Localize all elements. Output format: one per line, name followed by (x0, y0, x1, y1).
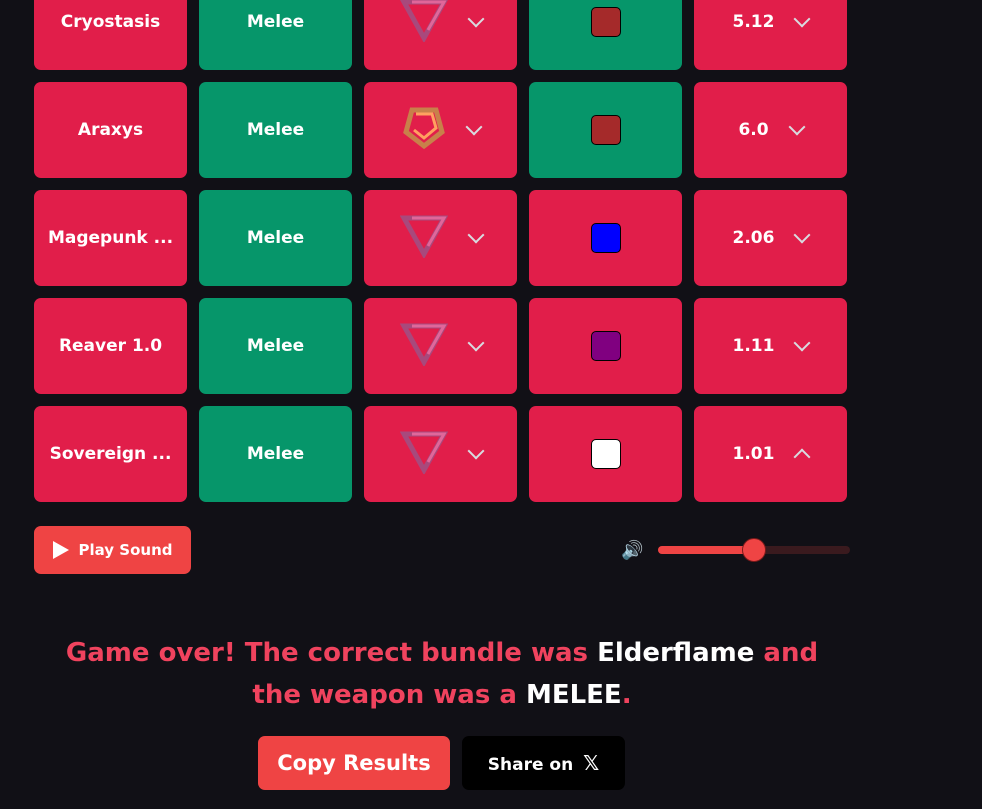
price-value: 1.01 (732, 444, 775, 464)
share-on-x-button[interactable]: Share on 𝕏 (462, 736, 625, 790)
triangle-pink-icon (399, 322, 448, 371)
price-value: 2.06 (732, 228, 775, 248)
bundle-name: Cryostasis (60, 12, 161, 32)
chevron-down-icon (793, 226, 811, 244)
chevron-down-icon (467, 226, 484, 244)
triangle-pink-icon (399, 0, 448, 47)
cell-tier (364, 82, 517, 178)
cell-tier (364, 0, 517, 70)
cell-type: Melee (199, 298, 352, 394)
bundle-name: Sovereign ... (49, 444, 172, 464)
price-value: 6.0 (738, 120, 769, 140)
pentagon-orange-icon (402, 106, 446, 155)
chevron-down-icon (467, 10, 484, 28)
price-value: 1.11 (732, 336, 775, 356)
bundle-name: Araxys (77, 120, 144, 140)
volume-icon: 🔊 (621, 540, 644, 561)
chevron-down-icon (465, 118, 482, 136)
cell-price: 5.12 (694, 0, 847, 70)
volume-fill (658, 546, 754, 554)
bundle-name: Reaver 1.0 (58, 336, 163, 356)
color-swatch (590, 115, 621, 145)
cell-type: Melee (199, 82, 352, 178)
result-text: Game over! The correct bundle was (65, 638, 598, 668)
cell-color (529, 406, 682, 502)
share-label: Share on (487, 755, 574, 775)
cell-tier (364, 298, 517, 394)
chevron-down-icon (793, 334, 811, 352)
play-sound-label: Play Sound (78, 541, 173, 559)
copy-results-button[interactable]: Copy Results (258, 736, 450, 790)
result-text: . (621, 680, 632, 710)
chevron-down-icon (788, 118, 806, 136)
correct-weapon: MELEE (525, 680, 622, 710)
cell-type: Melee (199, 406, 352, 502)
color-swatch (590, 439, 621, 469)
cell-type: Melee (199, 0, 352, 70)
triangle-pink-icon (399, 430, 448, 479)
result-message: Game over! The correct bundle was Elderf… (40, 632, 844, 716)
weapon-type: Melee (246, 120, 305, 140)
color-swatch (590, 7, 621, 37)
cell-type: Melee (199, 190, 352, 286)
cell-color (529, 298, 682, 394)
cell-name: Cryostasis (34, 0, 187, 70)
play-icon (52, 541, 69, 559)
color-swatch (590, 223, 621, 253)
cell-name: Sovereign ... (34, 406, 187, 502)
x-logo-icon: 𝕏 (583, 751, 600, 775)
price-value: 5.12 (732, 12, 775, 32)
cell-price: 1.01 (694, 406, 847, 502)
guess-grid: Cryostasis Melee 5.12 Araxys Melee 6.0 Mag… (34, 0, 847, 502)
chevron-down-icon (467, 334, 484, 352)
cell-color (529, 82, 682, 178)
play-sound-button[interactable]: Play Sound (34, 526, 191, 574)
cell-name: Magepunk ... (34, 190, 187, 286)
cell-color (529, 0, 682, 70)
cell-name: Reaver 1.0 (34, 298, 187, 394)
weapon-type: Melee (246, 336, 305, 356)
volume-thumb[interactable] (742, 538, 766, 562)
weapon-type: Melee (246, 228, 305, 248)
result-text: and the weapon was a (252, 638, 819, 710)
cell-price: 6.0 (694, 82, 847, 178)
chevron-down-icon (467, 442, 484, 460)
cell-color (529, 190, 682, 286)
correct-bundle: Elderflame (597, 638, 755, 668)
volume-slider[interactable] (658, 538, 850, 562)
weapon-type: Melee (246, 12, 305, 32)
chevron-down-icon (793, 10, 811, 28)
cell-name: Araxys (34, 82, 187, 178)
cell-tier (364, 406, 517, 502)
weapon-type: Melee (246, 444, 305, 464)
cell-tier (364, 190, 517, 286)
bundle-name: Magepunk ... (47, 228, 174, 248)
cell-price: 2.06 (694, 190, 847, 286)
triangle-pink-icon (399, 214, 448, 263)
cell-price: 1.11 (694, 298, 847, 394)
chevron-up-icon (793, 448, 811, 466)
color-swatch (590, 331, 621, 361)
